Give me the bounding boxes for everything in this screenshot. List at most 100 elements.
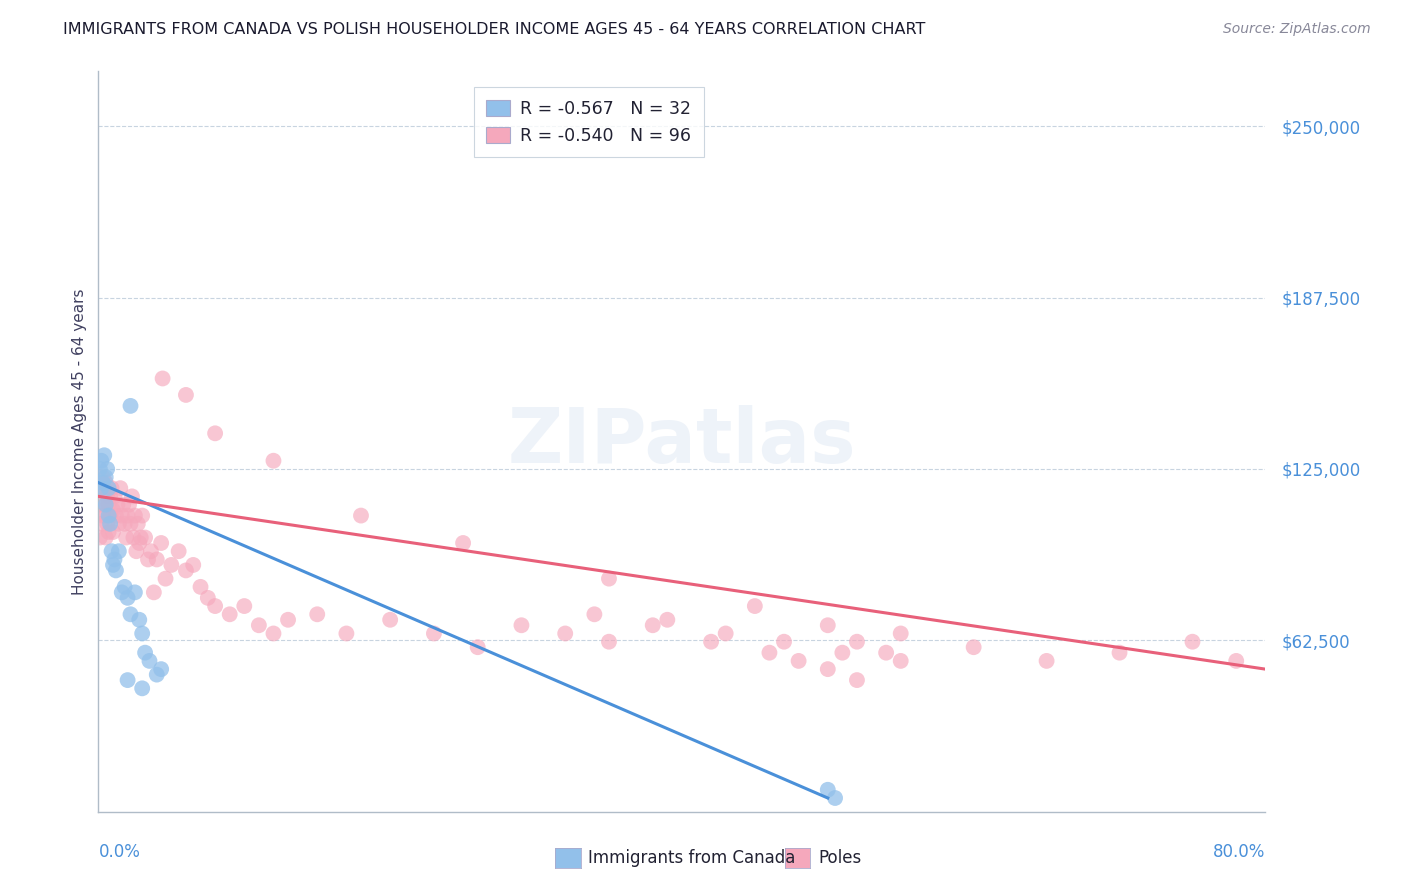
Point: [131, 681, 153, 696]
Point: [218, 607, 240, 622]
Point: [94, 498, 117, 512]
Point: [96, 489, 118, 503]
Text: ZIPatlas: ZIPatlas: [508, 405, 856, 478]
Point: [96, 516, 118, 531]
Point: [91, 475, 114, 490]
Point: [1108, 646, 1130, 660]
Point: [124, 585, 146, 599]
Point: [262, 454, 284, 468]
Point: [131, 626, 153, 640]
Point: [423, 626, 446, 640]
Point: [125, 544, 148, 558]
Point: [174, 388, 197, 402]
Point: [117, 508, 139, 523]
Point: [134, 531, 156, 545]
Point: [831, 646, 853, 660]
Point: [89, 531, 111, 545]
Point: [335, 626, 357, 640]
Point: [875, 646, 897, 660]
Point: [247, 618, 270, 632]
Point: [890, 654, 912, 668]
Point: [94, 470, 117, 484]
Point: [962, 640, 984, 655]
Point: [744, 599, 766, 613]
Point: [129, 531, 152, 545]
Point: [114, 580, 136, 594]
Point: [714, 626, 737, 640]
Text: 0.0%: 0.0%: [98, 843, 141, 861]
Point: [150, 536, 173, 550]
Point: [96, 462, 118, 476]
Point: [108, 516, 131, 531]
Point: [100, 481, 122, 495]
Point: [190, 580, 212, 594]
Point: [583, 607, 606, 622]
Point: [89, 462, 111, 476]
Point: [554, 626, 576, 640]
Point: [890, 626, 912, 640]
Point: [233, 599, 256, 613]
Point: [150, 662, 173, 676]
Point: [90, 454, 112, 468]
Point: [103, 552, 125, 566]
Point: [824, 791, 846, 805]
Point: [155, 572, 177, 586]
Point: [97, 498, 120, 512]
Point: [134, 646, 156, 660]
Point: [262, 626, 284, 640]
Point: [90, 516, 112, 531]
Point: [121, 489, 143, 503]
Point: [138, 654, 160, 668]
Point: [117, 673, 139, 687]
Point: [91, 508, 114, 523]
Point: [111, 585, 134, 599]
Point: [380, 613, 402, 627]
Point: [97, 508, 120, 523]
Point: [1035, 654, 1057, 668]
Text: Immigrants from Canada: Immigrants from Canada: [588, 849, 794, 867]
Point: [136, 552, 159, 566]
Point: [120, 607, 142, 622]
Point: [110, 481, 132, 495]
Point: [152, 371, 174, 385]
Point: [657, 613, 679, 627]
Point: [94, 531, 117, 545]
Point: [510, 618, 533, 632]
Point: [94, 508, 117, 523]
Point: [204, 426, 226, 441]
Point: [120, 516, 142, 531]
Point: [598, 634, 620, 648]
Point: [93, 498, 115, 512]
Point: [90, 481, 112, 495]
Point: [146, 552, 169, 566]
Point: [598, 572, 620, 586]
Point: [277, 613, 299, 627]
Point: [787, 654, 810, 668]
Point: [94, 475, 117, 490]
Point: [124, 508, 146, 523]
Point: [90, 481, 112, 495]
Point: [114, 516, 136, 531]
Text: Poles: Poles: [818, 849, 862, 867]
Point: [97, 481, 120, 495]
Point: [122, 531, 145, 545]
Point: [307, 607, 329, 622]
Point: [160, 558, 183, 572]
Text: Source: ZipAtlas.com: Source: ZipAtlas.com: [1223, 22, 1371, 37]
Point: [128, 536, 150, 550]
Point: [197, 591, 219, 605]
Point: [104, 508, 127, 523]
Point: [817, 782, 839, 797]
Text: IMMIGRANTS FROM CANADA VS POLISH HOUSEHOLDER INCOME AGES 45 - 64 YEARS CORRELATI: IMMIGRANTS FROM CANADA VS POLISH HOUSEHO…: [63, 22, 925, 37]
Point: [131, 508, 153, 523]
Point: [700, 634, 723, 648]
Point: [115, 531, 138, 545]
Point: [98, 489, 121, 503]
Point: [89, 498, 111, 512]
Point: [101, 558, 124, 572]
Point: [111, 508, 134, 523]
Point: [112, 498, 135, 512]
Point: [1225, 654, 1247, 668]
Point: [350, 508, 373, 523]
Point: [846, 634, 869, 648]
